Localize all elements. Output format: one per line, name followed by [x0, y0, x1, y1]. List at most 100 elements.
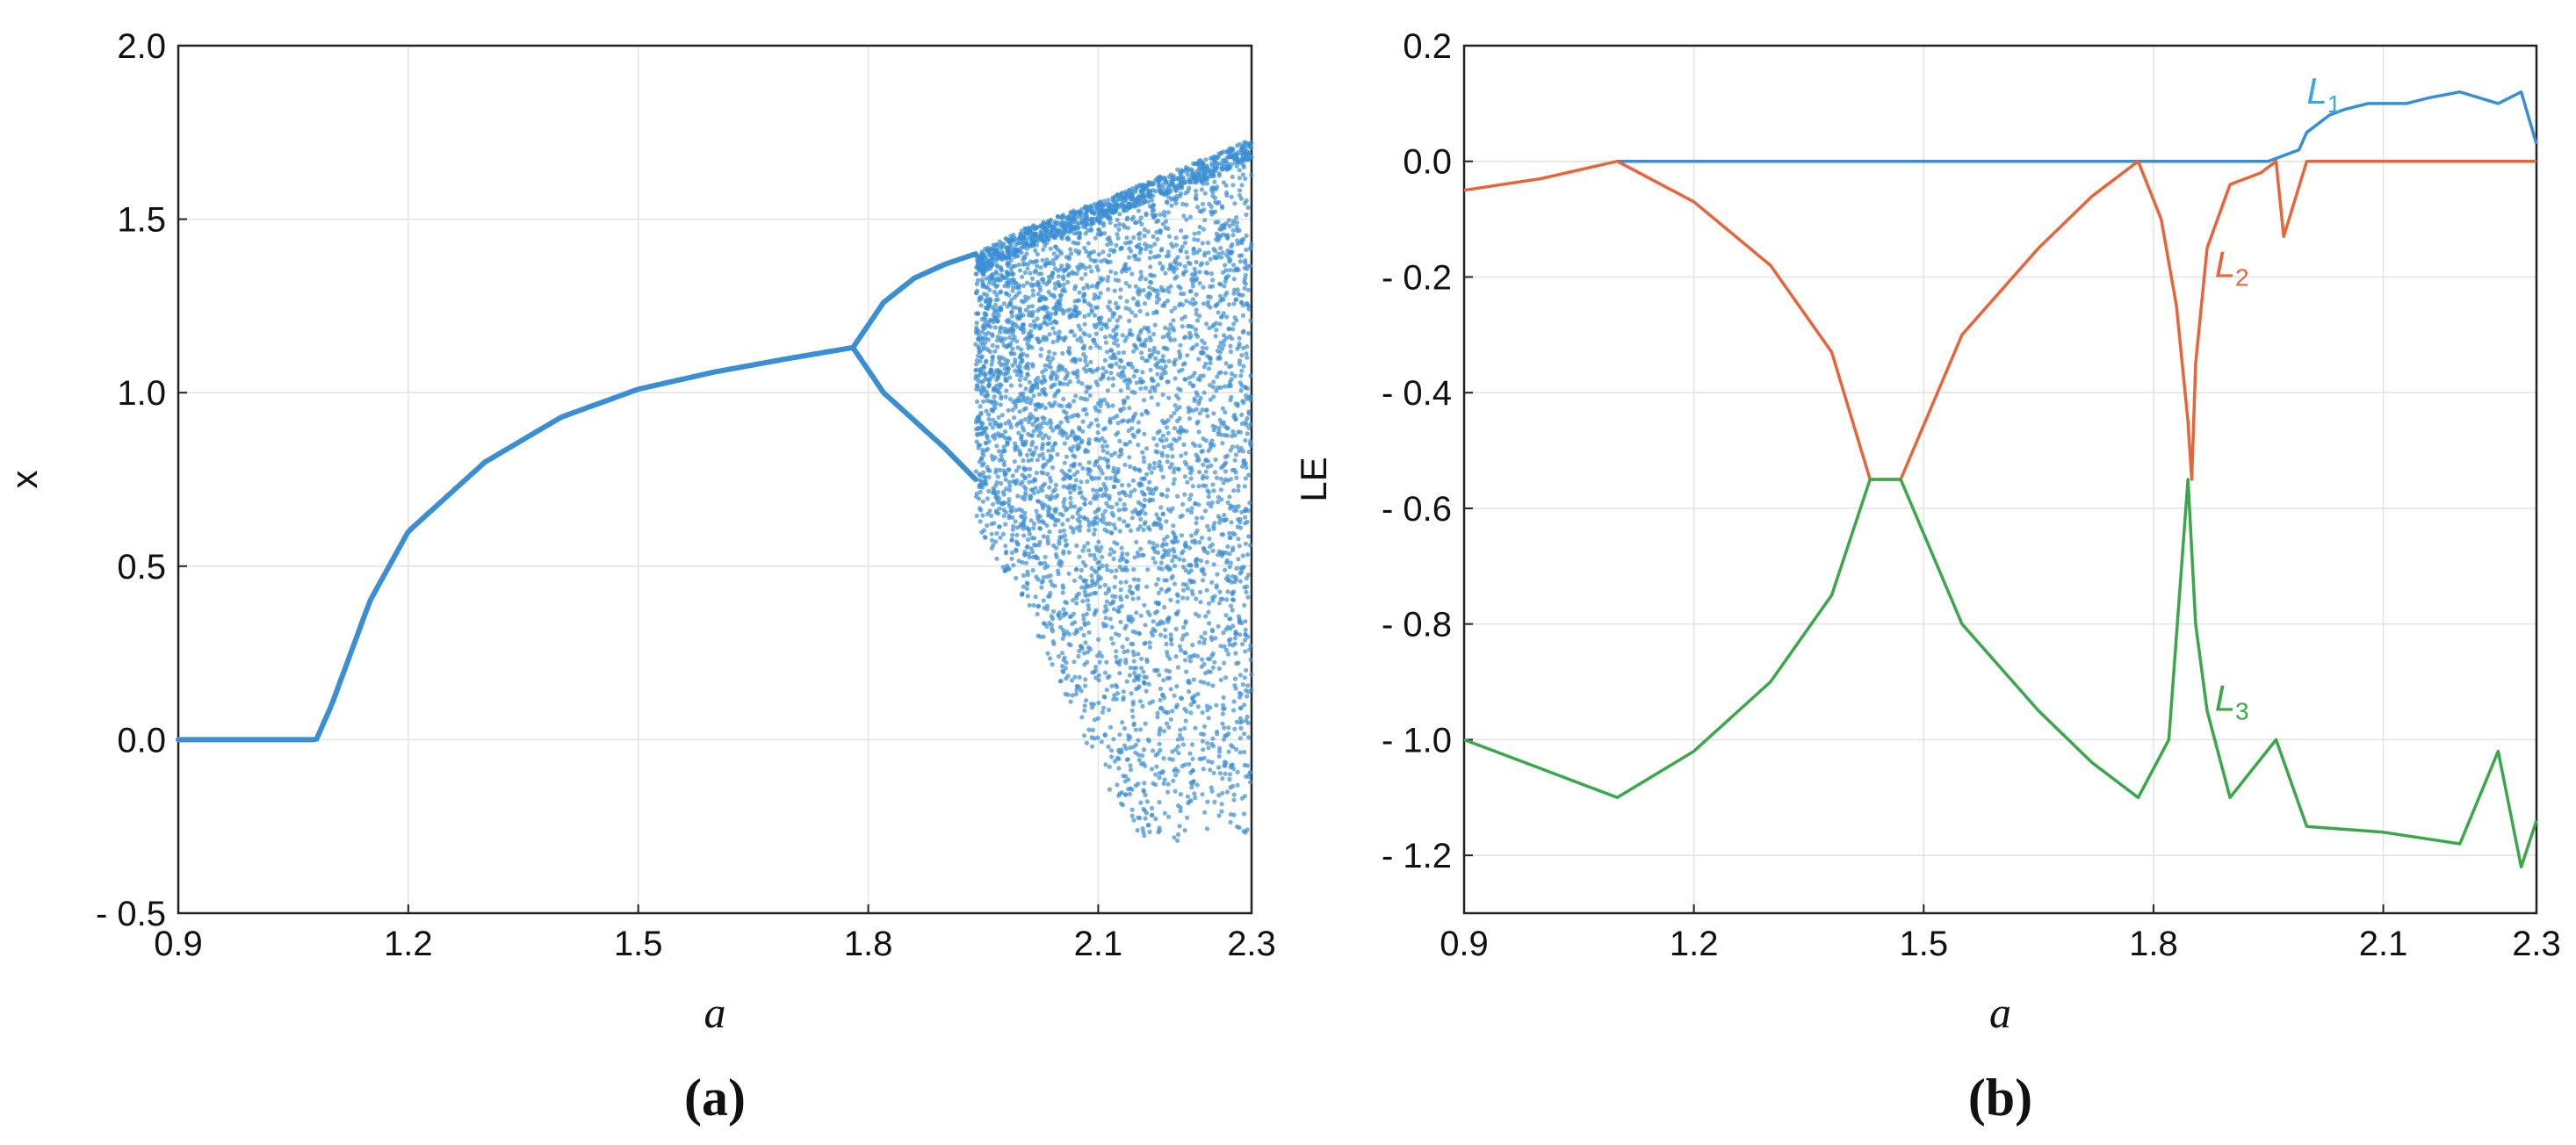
data-point — [1195, 237, 1201, 242]
data-point — [1100, 365, 1106, 371]
data-point — [975, 431, 980, 436]
data-point — [1040, 451, 1045, 457]
data-point — [1230, 623, 1236, 629]
data-point — [1209, 635, 1214, 640]
data-point — [1128, 493, 1133, 499]
data-point — [1187, 323, 1193, 328]
data-point — [1114, 337, 1120, 342]
data-point — [1235, 782, 1240, 788]
data-point — [1230, 227, 1236, 233]
data-point — [1131, 721, 1136, 726]
data-point — [1001, 371, 1007, 377]
data-point — [1122, 649, 1127, 655]
data-point — [1028, 487, 1034, 493]
data-point — [976, 336, 981, 342]
data-point — [1185, 586, 1191, 591]
data-point — [1136, 208, 1141, 213]
data-point — [1221, 311, 1226, 316]
data-point — [1038, 486, 1043, 491]
data-point — [1199, 175, 1204, 180]
data-point — [980, 513, 985, 518]
data-point — [1093, 436, 1099, 442]
data-point — [1093, 570, 1099, 575]
data-point — [1043, 554, 1048, 559]
data-point — [1126, 733, 1131, 738]
data-point — [1147, 829, 1152, 835]
data-point — [997, 239, 1002, 244]
data-point — [1230, 221, 1236, 227]
data-point — [1005, 262, 1010, 267]
data-point — [1077, 528, 1082, 533]
data-point — [1136, 420, 1141, 425]
data-point — [1044, 574, 1050, 580]
data-point — [1190, 297, 1195, 302]
data-point — [1007, 238, 1012, 243]
data-point — [1134, 539, 1139, 545]
data-point — [1010, 305, 1015, 310]
data-point — [1165, 709, 1171, 716]
data-point — [1014, 422, 1020, 428]
data-point — [1145, 325, 1151, 330]
data-point — [1160, 185, 1165, 191]
data-point — [1194, 452, 1199, 457]
data-point — [992, 399, 997, 404]
data-point — [1244, 688, 1249, 694]
data-point — [1114, 361, 1119, 366]
data-point — [1108, 568, 1114, 574]
data-point — [1229, 371, 1234, 377]
data-point — [1192, 176, 1197, 181]
data-point — [1114, 242, 1119, 248]
data-point — [1181, 442, 1187, 447]
data-point — [1180, 736, 1185, 742]
data-point — [1019, 347, 1024, 352]
data-point — [1108, 269, 1114, 274]
data-point — [1135, 185, 1140, 191]
data-point — [1201, 724, 1208, 730]
data-point — [1235, 238, 1240, 243]
data-point — [1026, 551, 1031, 557]
data-point — [985, 496, 990, 501]
data-point — [1084, 412, 1089, 417]
data-point — [1129, 426, 1135, 431]
data-point — [1171, 540, 1176, 545]
data-point — [1108, 475, 1114, 481]
data-point — [1220, 441, 1225, 446]
data-point — [1021, 398, 1026, 403]
data-point — [1021, 240, 1027, 246]
data-point — [1010, 323, 1015, 328]
data-point — [1001, 342, 1007, 348]
data-point — [1203, 438, 1209, 443]
data-point — [1120, 567, 1125, 572]
y-tick-label: - 0.6 — [1382, 490, 1452, 529]
data-point — [1141, 527, 1146, 533]
data-point — [984, 433, 990, 438]
data-point — [1040, 415, 1045, 421]
data-point — [1093, 417, 1099, 422]
data-point — [1021, 328, 1027, 333]
data-point — [1228, 398, 1233, 403]
data-point — [1114, 200, 1119, 205]
data-point — [1064, 382, 1070, 387]
data-point — [1245, 156, 1251, 162]
data-point — [1216, 310, 1221, 315]
data-point — [1201, 473, 1206, 479]
data-point — [1221, 695, 1226, 701]
data-point — [1061, 430, 1066, 436]
data-point — [1161, 756, 1166, 761]
data-point — [993, 539, 999, 544]
data-point — [983, 426, 988, 431]
data-point — [1124, 235, 1129, 241]
data-point — [1237, 358, 1243, 364]
data-point — [1168, 632, 1173, 637]
data-point — [1192, 266, 1197, 271]
data-point — [1109, 348, 1115, 353]
data-point — [1196, 484, 1201, 489]
data-point — [1100, 204, 1106, 209]
data-point — [1117, 314, 1122, 320]
data-point — [1090, 220, 1095, 225]
data-point — [993, 314, 999, 320]
data-point — [1181, 558, 1187, 563]
data-point — [1152, 322, 1158, 328]
data-point — [1104, 500, 1109, 506]
data-point — [1031, 525, 1036, 531]
